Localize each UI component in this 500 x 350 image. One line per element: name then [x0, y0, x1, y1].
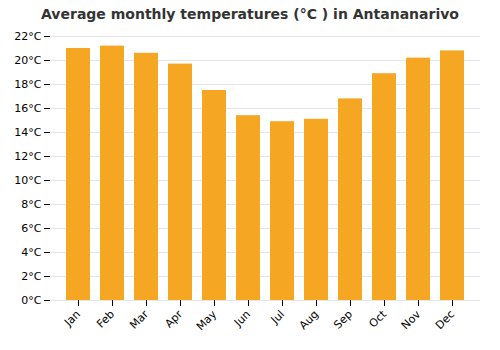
svg-text:6°C: 6°C	[21, 222, 41, 235]
svg-text:Apr: Apr	[162, 307, 185, 330]
svg-text:Nov: Nov	[399, 307, 424, 332]
svg-text:0°C: 0°C	[21, 294, 41, 307]
svg-text:May: May	[194, 307, 220, 333]
svg-text:Dec: Dec	[433, 308, 457, 332]
svg-text:16°C: 16°C	[14, 102, 41, 115]
svg-text:Mar: Mar	[127, 307, 151, 331]
svg-text:10°C: 10°C	[14, 174, 41, 187]
svg-text:Oct: Oct	[366, 307, 389, 330]
svg-text:22°C: 22°C	[14, 30, 41, 43]
svg-text:18°C: 18°C	[14, 78, 41, 91]
svg-text:4°C: 4°C	[21, 246, 41, 259]
svg-text:12°C: 12°C	[14, 150, 41, 163]
svg-text:Jul: Jul	[268, 308, 287, 327]
svg-text:Jan: Jan	[61, 308, 83, 330]
svg-text:14°C: 14°C	[14, 126, 41, 139]
svg-text:Feb: Feb	[94, 308, 117, 331]
svg-text:Aug: Aug	[297, 308, 321, 332]
svg-text:8°C: 8°C	[21, 198, 41, 211]
svg-text:Sep: Sep	[331, 308, 355, 332]
svg-text:2°C: 2°C	[21, 270, 41, 283]
svg-text:20°C: 20°C	[14, 54, 41, 67]
svg-text:Jun: Jun	[231, 308, 253, 330]
html-text:Average monthly temperatures (: Average monthly temperatures (°C ) in An…	[41, 6, 459, 22]
